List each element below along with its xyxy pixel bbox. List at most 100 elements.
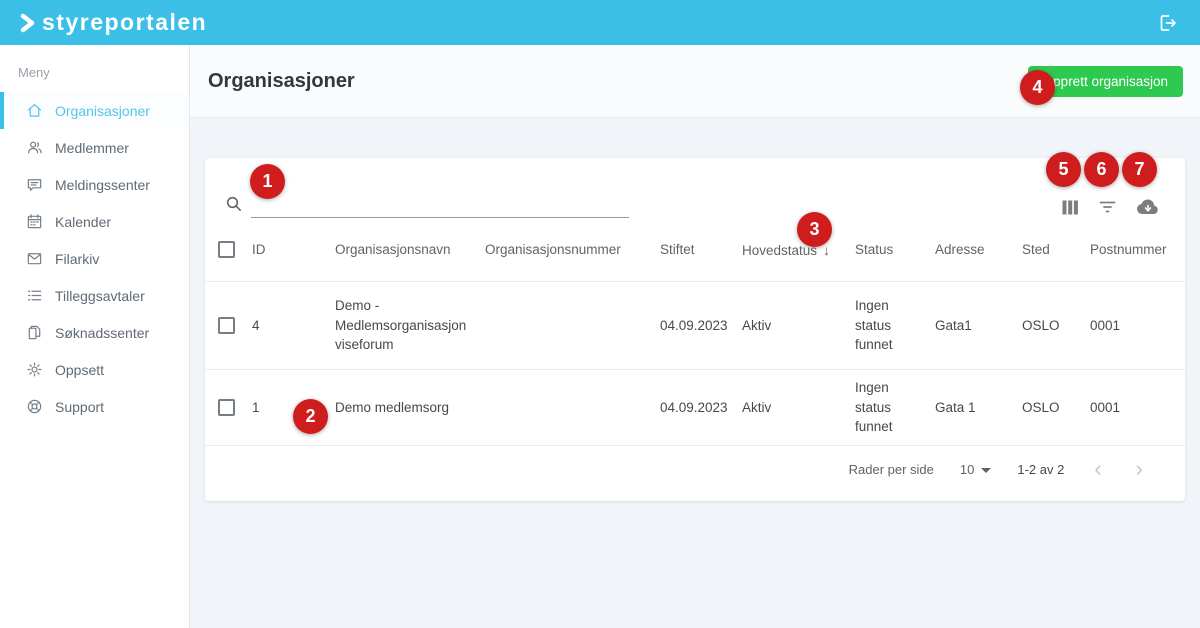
export-button[interactable] [1135, 198, 1161, 216]
annotation-badge-2: 2 [293, 399, 328, 434]
annotation-badge-1: 1 [250, 164, 285, 199]
dropdown-arrow-icon [981, 467, 992, 473]
header-cell-name[interactable]: Organisasjonsnavn [335, 242, 451, 257]
table-pagination: Rader per side 10 1-2 av 2 ‹ › [205, 446, 1185, 492]
sidebar-item-oppsett[interactable]: Oppsett [0, 351, 189, 388]
header-cell-adresse[interactable]: Adresse [935, 242, 985, 257]
gear-icon [26, 361, 43, 378]
cell-stiftet: 04.09.2023 [660, 317, 728, 333]
row-checkbox[interactable] [218, 399, 235, 416]
table-toolbar [205, 158, 1185, 218]
filter-icon [1099, 200, 1116, 214]
header-cell-hovedstatus[interactable]: Hovedstatus ↓ [742, 242, 855, 258]
columns-button[interactable] [1061, 199, 1080, 216]
cell-id: 1 [252, 399, 260, 415]
sidebar-item-label: Oppsett [55, 361, 105, 378]
annotation-badge-4: 4 [1020, 70, 1055, 105]
rows-per-page-select[interactable]: 10 [959, 461, 992, 477]
home-icon [26, 102, 43, 119]
cell-hovedstatus: Aktiv [742, 317, 772, 333]
logo-text: styreportalen [42, 9, 208, 35]
next-page-button[interactable]: › [1132, 458, 1147, 480]
sidebar-item-meldingssenter[interactable]: Meldingssenter [0, 166, 189, 203]
table-row[interactable]: 1 Demo medlemsorg 04.09.2023 Aktiv Ingen… [205, 370, 1185, 446]
page-title: Organisasjoner [208, 69, 355, 92]
header-cell-stiftet[interactable]: Stiftet [660, 242, 695, 257]
cell-name: Demo medlemsorg [335, 399, 450, 415]
cell-checkbox [218, 399, 252, 416]
cell-adresse: Gata1 [935, 317, 972, 333]
pages-icon [26, 324, 43, 341]
sidebar-item-medlemmer[interactable]: Medlemmer [0, 129, 189, 166]
header-cell-hovedstatus-label: Hovedstatus [742, 242, 818, 258]
support-icon [26, 398, 43, 415]
row-checkbox[interactable] [218, 317, 235, 334]
app-logo: styreportalen [20, 9, 207, 36]
table-header-row: ID Organisasjonsnavn Organisasjonsnummer… [205, 218, 1185, 282]
sidebar-item-label: Filarkiv [55, 250, 100, 267]
sidebar-item-kalender[interactable]: Kalender [0, 203, 189, 240]
select-all-checkbox[interactable] [218, 241, 235, 258]
logout-button[interactable] [1154, 10, 1180, 36]
sidebar-item-soknadssenter[interactable]: Søknadssenter [0, 314, 189, 351]
sidebar-item-label: Tilleggsavtaler [55, 287, 145, 304]
annotation-badge-3: 3 [797, 212, 832, 247]
sidebar-item-filarkiv[interactable]: Filarkiv [0, 240, 189, 277]
filter-button[interactable] [1098, 199, 1117, 215]
cell-postnummer: 0001 [1090, 399, 1121, 415]
cloud-download-icon [1136, 199, 1160, 215]
pagination-range: 1-2 av 2 [1017, 461, 1065, 477]
header-cell-orgnum[interactable]: Organisasjonsnummer [485, 242, 621, 257]
cell-id: 4 [252, 317, 260, 333]
header-cell-sted[interactable]: Sted [1022, 242, 1050, 257]
sidebar-item-label: Kalender [55, 213, 112, 230]
cell-name: Demo - Medlemsorganisasjon viseforum [335, 298, 467, 353]
sidebar-item-label: Support [55, 398, 105, 415]
table-action-icons [1061, 198, 1161, 218]
pager: ‹ › [1090, 458, 1147, 480]
previous-page-button[interactable]: ‹ [1090, 458, 1105, 480]
members-icon [26, 139, 43, 156]
topbar: styreportalen [0, 0, 1200, 45]
sidebar: Meny Organisasjoner Medlemmer Meldingsse… [0, 45, 190, 628]
search-box [225, 193, 629, 218]
sidebar-item-label: Søknadssenter [55, 324, 150, 341]
annotation-badge-6: 6 [1084, 152, 1119, 187]
table-row[interactable]: 4 Demo - Medlemsorganisasjon viseforum 0… [205, 282, 1185, 370]
logout-icon [1156, 12, 1178, 34]
search-icon [225, 195, 243, 218]
cell-checkbox [218, 317, 252, 334]
sidebar-item-organisasjoner[interactable]: Organisasjoner [0, 92, 189, 129]
annotation-badge-5: 5 [1046, 152, 1081, 187]
calendar-icon [26, 213, 43, 230]
columns-icon [1062, 200, 1079, 215]
sidebar-item-label: Meldingssenter [55, 176, 150, 193]
header-cell-postnummer[interactable]: Postnummer [1090, 242, 1167, 257]
logo-chevron-icon [20, 13, 35, 33]
sidebar-item-support[interactable]: Support [0, 388, 189, 425]
chat-icon [26, 176, 43, 193]
annotation-badge-7: 7 [1122, 152, 1157, 187]
header-cell-checkbox [218, 241, 252, 258]
cell-sted: OSLO [1022, 399, 1060, 415]
cell-postnummer: 0001 [1090, 317, 1121, 333]
header-cell-status[interactable]: Status [855, 242, 894, 257]
sidebar-item-tilleggsavtaler[interactable]: Tilleggsavtaler [0, 277, 189, 314]
rows-per-page-value: 10 [959, 461, 975, 477]
search-input[interactable] [251, 193, 629, 218]
envelope-icon [26, 250, 43, 267]
cell-sted: OSLO [1022, 317, 1060, 333]
sidebar-item-label: Medlemmer [55, 139, 129, 156]
sort-desc-icon[interactable]: ↓ [823, 241, 831, 258]
cell-status: Ingen status funnet [855, 298, 893, 353]
cell-stiftet: 04.09.2023 [660, 399, 728, 415]
rows-per-page-label: Rader per side [848, 461, 934, 477]
cell-status: Ingen status funnet [855, 380, 893, 435]
cell-adresse: Gata 1 [935, 399, 976, 415]
sidebar-item-label: Organisasjoner [55, 102, 150, 119]
header-cell-id[interactable]: ID [252, 242, 266, 257]
list-icon [26, 287, 43, 304]
cell-hovedstatus: Aktiv [742, 399, 772, 415]
sidebar-menu-label: Meny [18, 65, 50, 80]
organizations-card: ID Organisasjonsnavn Organisasjonsnummer… [205, 158, 1185, 501]
